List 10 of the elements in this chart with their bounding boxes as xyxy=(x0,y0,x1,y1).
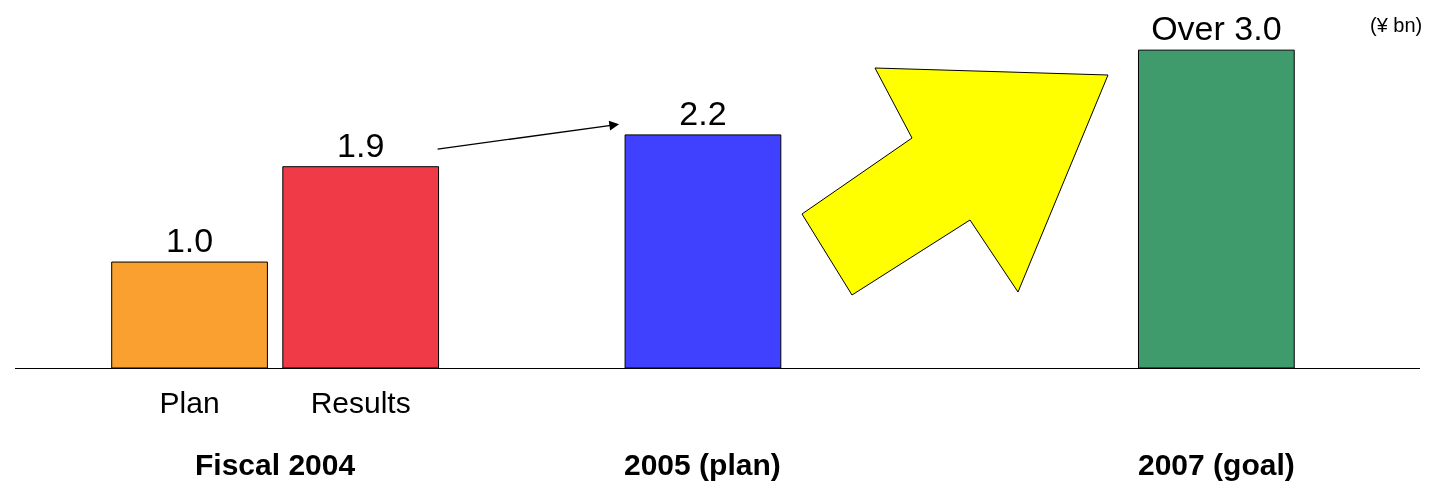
text: 2005 (plan) xyxy=(624,448,781,481)
text: 2007 (goal) xyxy=(1138,448,1295,481)
data-label: 2.2 xyxy=(679,93,727,132)
text: (¥ bn) xyxy=(1370,14,1423,36)
data-label: 1.0 xyxy=(165,221,214,260)
data-label: 1.9 xyxy=(337,125,385,164)
x-tick-label: Plan xyxy=(159,386,220,419)
text: Fiscal 2004 xyxy=(195,448,356,481)
x-tick-label: Results xyxy=(310,386,411,419)
data-label: Over 3.0 xyxy=(1151,9,1282,48)
